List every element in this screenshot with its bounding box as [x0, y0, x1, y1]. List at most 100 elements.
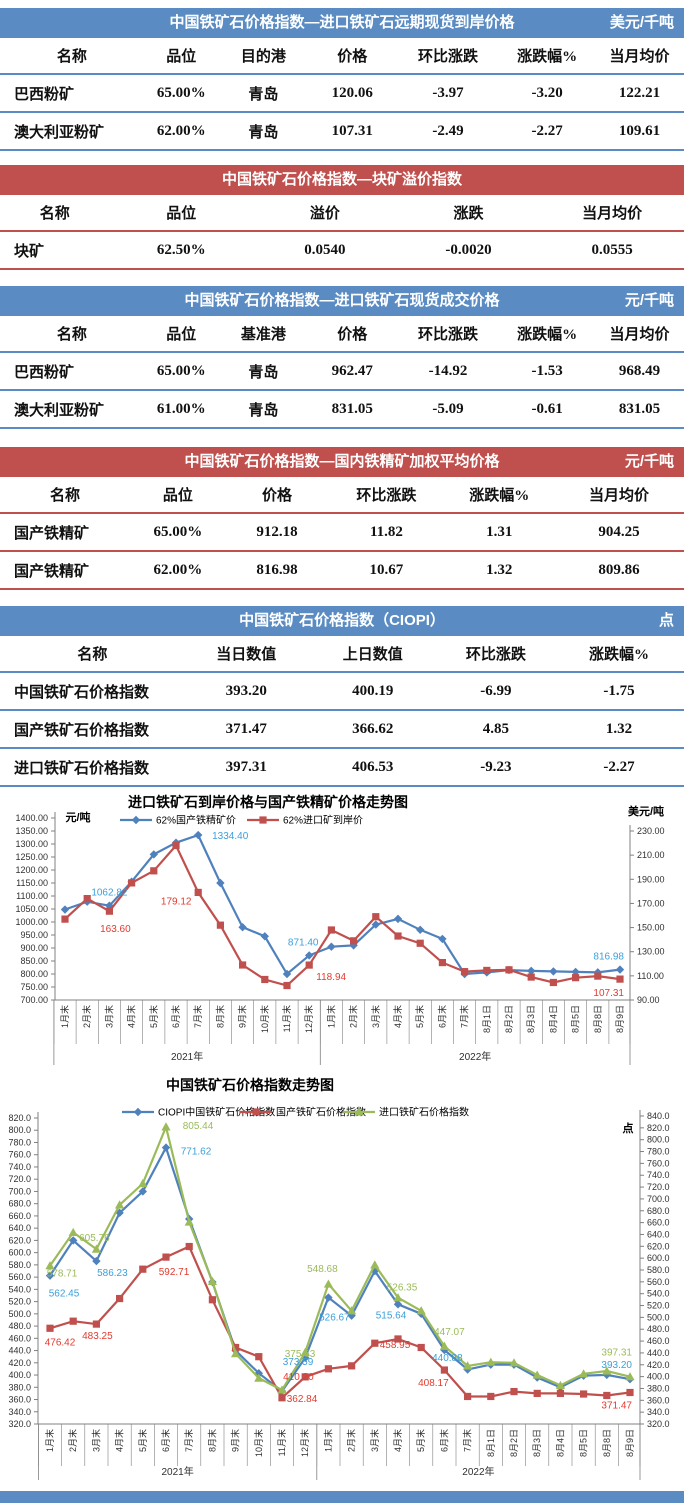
price-table: 名称 品位 价格 环比涨跌 涨跌幅% 当月均价 国产铁精矿 65.00% 912.18 11.82… — [0, 477, 684, 590]
table-cell: 120.06 — [331, 84, 373, 101]
table-cell: 1.32 — [605, 720, 633, 737]
table-row: 块矿 62.50% 0.0540 -0.0020 0.0555 — [0, 231, 684, 269]
table-row: 巴西粉矿 65.00% 青岛 962.47 -14.92 -1.53 968.49 — [0, 352, 684, 390]
svg-text:9月末: 9月末 — [230, 1429, 241, 1452]
svg-text:1月末: 1月末 — [44, 1429, 55, 1452]
svg-text:7月末: 7月末 — [183, 1429, 194, 1452]
table-cell: 青岛 — [248, 124, 279, 141]
series-line — [64, 833, 621, 976]
svg-text:2022年: 2022年 — [459, 1050, 491, 1063]
data-point-marker — [232, 1343, 240, 1352]
table-cell: 0.0555 — [591, 241, 633, 258]
legend-label: 62%国产铁精矿价 — [156, 814, 236, 827]
annotation-label: 458.95 — [380, 1340, 411, 1351]
svg-text:540.0: 540.0 — [647, 1289, 670, 1299]
table-cell: 65.00% — [156, 84, 206, 101]
data-point-marker — [255, 1353, 263, 1361]
data-point-marker — [131, 815, 141, 825]
price-table: 名称 品位 溢价 涨跌 当月均价 块矿 62.50% 0.0540 -0.0020 0.0555 — [0, 195, 684, 270]
svg-text:900.00: 900.00 — [20, 943, 48, 953]
table-unit-label: 美元/千吨 — [609, 14, 674, 31]
table-header-row: 名称 品位 目的港 价格 环比涨跌 涨跌幅% 当月均价 — [0, 38, 684, 74]
column-header: 当月均价 — [609, 327, 670, 343]
annotation-label: 483.25 — [82, 1331, 113, 1342]
chart-title: 中国铁矿石价格指数走势图 — [166, 1077, 334, 1093]
svg-text:8月9日: 8月9日 — [615, 1005, 625, 1033]
data-point-marker — [533, 1389, 541, 1397]
table-title: 中国铁矿石价格指数—国内铁精矿加权平均价格 — [184, 453, 500, 470]
data-point-marker — [527, 966, 536, 976]
svg-text:440.0: 440.0 — [647, 1348, 670, 1358]
table-cell: 107.31 — [331, 122, 373, 139]
data-point-marker — [593, 968, 602, 977]
table-cell: 11.82 — [369, 523, 403, 540]
data-point-marker — [594, 972, 602, 980]
price-table: 名称 品位 目的港 价格 环比涨跌 涨跌幅% 当月均价 巴西粉矿 65.00% 青岛 120.06 -… — [0, 38, 684, 151]
data-point-marker — [185, 1242, 193, 1251]
svg-text:800.0: 800.0 — [647, 1135, 670, 1145]
left-axis-tick-labels: 820.0 800.0 780.0 760.0 740.0 720.0 700.0 680.0… — [8, 1113, 38, 1429]
left-axis-unit-label: 元/吨 — [65, 810, 90, 824]
annotation-label: 562.45 — [49, 1289, 80, 1300]
svg-text:8月8日: 8月8日 — [602, 1429, 612, 1457]
annotation-label: 373.59 — [283, 1357, 314, 1368]
series-diamond — [60, 830, 625, 979]
svg-text:680.0: 680.0 — [8, 1199, 31, 1209]
svg-text:950.00: 950.00 — [20, 930, 48, 940]
table-cell: 国产铁精矿 — [14, 525, 90, 542]
table-cell: -1.53 — [531, 362, 563, 379]
column-header: 目的港 — [240, 49, 286, 65]
data-point-marker — [45, 1261, 55, 1270]
table-cell: -3.20 — [531, 84, 563, 101]
column-header: 当月均价 — [588, 488, 649, 504]
data-point-marker — [92, 1320, 100, 1328]
annotation-label: 118.94 — [316, 972, 346, 983]
data-point-marker — [555, 1380, 565, 1390]
svg-text:520.0: 520.0 — [647, 1301, 670, 1311]
data-point-marker — [305, 961, 313, 969]
svg-text:90.00: 90.00 — [637, 995, 660, 1005]
table-cell: 831.05 — [618, 400, 661, 417]
column-header: 名称 — [39, 206, 70, 222]
annotation-label: 805.44 — [183, 1121, 214, 1132]
table-title: 中国铁矿石价格指数—块矿溢价指数 — [221, 171, 462, 188]
svg-text:420.0: 420.0 — [8, 1358, 31, 1368]
legend-label: 62%进口矿到岸价 — [283, 814, 363, 827]
data-point-marker — [278, 1394, 286, 1402]
svg-text:780.0: 780.0 — [8, 1137, 31, 1147]
data-point-marker — [301, 1373, 309, 1381]
table-row: 澳大利亚粉矿 62.00% 青岛 107.31 -2.49 -2.27 109.61 — [0, 112, 684, 150]
annotation-label: 375.63 — [285, 1349, 316, 1360]
table-cell: 366.62 — [352, 720, 394, 737]
table-row: 巴西粉矿 65.00% 青岛 120.06 -3.97 -3.20 122.21 — [0, 74, 684, 112]
table-unit-label: 元/千吨 — [624, 292, 674, 309]
svg-text:720.0: 720.0 — [647, 1182, 670, 1192]
data-point-marker — [602, 1366, 612, 1375]
table-title: 中国铁矿石价格指数—进口铁矿石现货成交价格 — [184, 292, 500, 309]
table-cell: 831.05 — [331, 400, 373, 417]
column-header: 环比涨跌 — [417, 327, 478, 343]
annotation-label: 163.60 — [100, 924, 131, 935]
svg-text:360.0: 360.0 — [647, 1395, 670, 1405]
data-point-marker — [615, 965, 625, 974]
svg-text:5月末: 5月末 — [414, 1005, 425, 1028]
svg-text:5月末: 5月末 — [415, 1429, 426, 1452]
axes — [37, 1110, 641, 1425]
svg-text:8月4日: 8月4日 — [548, 1005, 558, 1033]
table-cell: -6.99 — [480, 682, 512, 699]
svg-text:150.00: 150.00 — [637, 923, 665, 933]
svg-text:560.0: 560.0 — [647, 1277, 670, 1287]
data-labels: 562.45 586.23 771.62 373.59 526.67 515.64 440.… — [45, 1121, 633, 1412]
data-point-marker — [323, 1279, 333, 1288]
data-point-marker — [46, 1324, 54, 1332]
annotation-label: 1334.40 — [212, 831, 249, 842]
svg-text:12月末: 12月末 — [303, 1005, 314, 1033]
svg-text:700.0: 700.0 — [8, 1186, 31, 1196]
data-point-marker — [327, 926, 335, 934]
table-cell: 397.31 — [225, 758, 267, 775]
svg-text:700.0: 700.0 — [647, 1194, 670, 1204]
data-labels: 1062.82 1334.40 871.40 816.98 163.60 179.12 11… — [91, 831, 624, 999]
column-header: 涨跌 — [453, 206, 484, 222]
annotation-label: 408.17 — [418, 1378, 449, 1389]
